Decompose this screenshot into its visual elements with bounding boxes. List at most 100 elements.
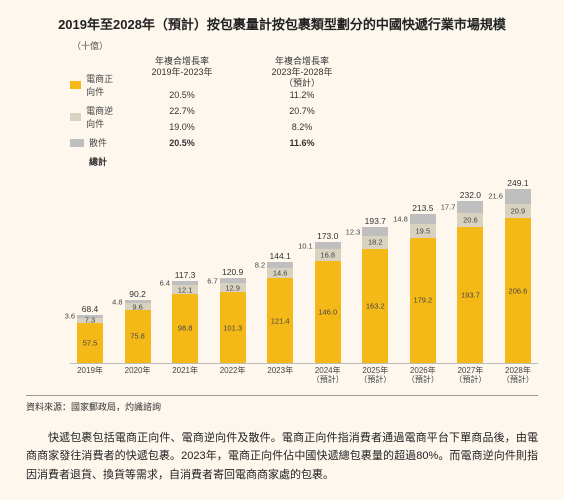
bar-group: 90.24.89.675.8 xyxy=(118,289,158,363)
bar-segment-forward: 98.8 xyxy=(172,294,198,363)
bar-segment-forward: 121.4 xyxy=(267,278,293,363)
cagr-total-value: 20.5% xyxy=(122,138,242,148)
segment-value: 20.9 xyxy=(505,207,531,215)
bar-total-label: 232.0 xyxy=(460,190,481,200)
segment-value: 163.2 xyxy=(362,302,388,310)
bar-segment-loose: 12.3 xyxy=(362,227,388,236)
y-axis-unit: （十億） xyxy=(72,39,538,52)
bar-segment-forward: 57.5 xyxy=(77,323,103,363)
bar-segment-reverse: 12.9 xyxy=(220,283,246,292)
legend-label: 電商正向件 xyxy=(86,72,122,98)
legend-swatch xyxy=(70,81,81,89)
segment-value: 6.4 xyxy=(154,279,170,287)
bar-segment-forward: 75.8 xyxy=(125,310,151,363)
segment-value: 18.2 xyxy=(362,239,388,247)
x-axis-label: 2023年 xyxy=(260,367,300,385)
segment-value: 19.5 xyxy=(410,227,436,235)
x-axis-label: 2025年（預計） xyxy=(355,367,395,385)
legend: 電商正向件電商逆向件散件總計 xyxy=(26,56,122,168)
segment-value: 101.3 xyxy=(220,324,246,332)
bar-segment-forward: 101.3 xyxy=(220,292,246,363)
cagr-value: 8.2% xyxy=(242,122,362,132)
cagr-value: 20.7% xyxy=(242,106,362,116)
segment-value: 75.8 xyxy=(125,333,151,341)
segment-value: 206.6 xyxy=(505,287,531,295)
bar-segment-loose: 14.8 xyxy=(410,214,436,224)
legend-item: 電商逆向件 xyxy=(70,104,122,130)
segment-value: 17.7 xyxy=(439,203,455,211)
x-axis-label: 2027年（預計） xyxy=(450,367,490,385)
segment-value: 3.6 xyxy=(59,313,75,321)
segment-value: 10.1 xyxy=(297,242,313,250)
legend-label: 散件 xyxy=(89,136,107,149)
cagr-value: 22.7% xyxy=(122,106,242,116)
bar-segment-reverse: 9.6 xyxy=(125,303,151,310)
bar-total-label: 144.1 xyxy=(270,251,291,261)
bar-total-label: 68.4 xyxy=(82,304,99,314)
x-axis-label: 2028年（預計） xyxy=(498,367,538,385)
x-axis-label: 2026年（預計） xyxy=(403,367,443,385)
cagr-table: 年複合增長率2019年-2023年年複合增長率2023年-2028年（預計）20… xyxy=(122,56,538,168)
bar-segment-loose: 21.6 xyxy=(505,189,531,204)
bar-total-label: 173.0 xyxy=(317,231,338,241)
segment-value: 121.4 xyxy=(267,317,293,325)
bar-group: 120.96.712.9101.3 xyxy=(213,267,253,363)
segment-value: 98.8 xyxy=(172,325,198,333)
figure-container: 2019年至2028年（預計）按包裹量計按包裹類型劃分的中國快遞行業市場規模 （… xyxy=(0,0,564,495)
bar-group: 173.010.116.8146.0 xyxy=(308,231,348,363)
segment-value: 179.2 xyxy=(410,297,436,305)
segment-value: 12.3 xyxy=(344,228,360,236)
legend-item: 電商正向件 xyxy=(70,72,122,98)
source-note: 資料來源：國家郵政局，灼識諮詢 xyxy=(26,395,538,413)
bar-segment-reverse: 12.1 xyxy=(172,285,198,293)
segment-value: 14.6 xyxy=(267,269,293,277)
bar-segment-reverse: 16.8 xyxy=(315,249,341,261)
bar-total-label: 90.2 xyxy=(129,289,146,299)
segment-value: 57.5 xyxy=(77,339,103,347)
x-axis-label: 2020年 xyxy=(118,367,158,385)
cagr-value: 11.2% xyxy=(242,90,362,100)
bar-group: 249.121.6 20.9 206.6 xyxy=(498,178,538,363)
bars-region: 68.43.67.357.590.24.89.675.8117.36.412.1… xyxy=(70,170,538,364)
cagr-row: 20.5%11.2% xyxy=(122,90,538,100)
segment-value: 6.7 xyxy=(202,277,218,285)
bar-segment-forward: 206.6 xyxy=(505,218,531,363)
bar-segment-forward: 179.2 xyxy=(410,238,436,363)
x-axis-label: 2022年 xyxy=(213,367,253,385)
stacked-bar-chart: 68.43.67.357.590.24.89.675.8117.36.412.1… xyxy=(26,170,538,364)
legend-item: 散件 xyxy=(70,136,122,149)
bar-segment-reverse: 14.6 xyxy=(267,268,293,278)
bar-segment-forward: 146.0 xyxy=(315,261,341,363)
cagr-value: 20.5% xyxy=(122,90,242,100)
cagr-total-row: 20.5%11.6% xyxy=(122,138,538,148)
legend-swatch xyxy=(70,113,81,121)
bar-segment-reverse: 20.6 xyxy=(457,213,483,227)
segment-value: 16.8 xyxy=(315,251,341,259)
bar-group: 213.514.8 19.5 179.2 xyxy=(403,203,443,363)
chart-title: 2019年至2028年（預計）按包裹量計按包裹類型劃分的中國快遞行業市場規模 xyxy=(26,14,538,33)
legend-swatch xyxy=(70,139,84,147)
bar-total-label: 193.7 xyxy=(365,216,386,226)
cagr-row: 19.0%8.2% xyxy=(122,122,538,132)
x-axis: 2019年2020年2021年2022年2023年2024年（預計）2025年（… xyxy=(70,367,538,385)
segment-value: 146.0 xyxy=(315,308,341,316)
bar-segment-forward: 193.7 xyxy=(457,227,483,363)
bar-group: 232.017.720.6193.7 xyxy=(450,190,490,363)
segment-value: 193.7 xyxy=(457,291,483,299)
segment-value: 8.2 xyxy=(249,261,265,269)
cagr-header: 年複合增長率2023年-2028年（預計） xyxy=(242,56,362,88)
bar-total-label: 120.9 xyxy=(222,267,243,277)
segment-value: 20.6 xyxy=(457,216,483,224)
bar-total-label: 213.5 xyxy=(412,203,433,213)
body-paragraph: 快遞包裹包括電商正向件、電商逆向件及散件。電商正向件指消費者通過電商平台下單商品… xyxy=(26,429,538,485)
cagr-value: 19.0% xyxy=(122,122,242,132)
bar-group: 144.18.214.6121.4 xyxy=(260,251,300,363)
legend-total-label: 總計 xyxy=(89,155,122,168)
bar-total-label: 249.1 xyxy=(507,178,528,188)
bar-segment-reverse: 19.5 xyxy=(410,224,436,238)
bar-total-label: 117.3 xyxy=(175,270,196,280)
segment-value: 21.6 xyxy=(487,192,503,200)
bar-group: 68.43.67.357.5 xyxy=(70,304,110,363)
legend-label: 電商逆向件 xyxy=(86,104,122,130)
x-axis-label: 2021年 xyxy=(165,367,205,385)
